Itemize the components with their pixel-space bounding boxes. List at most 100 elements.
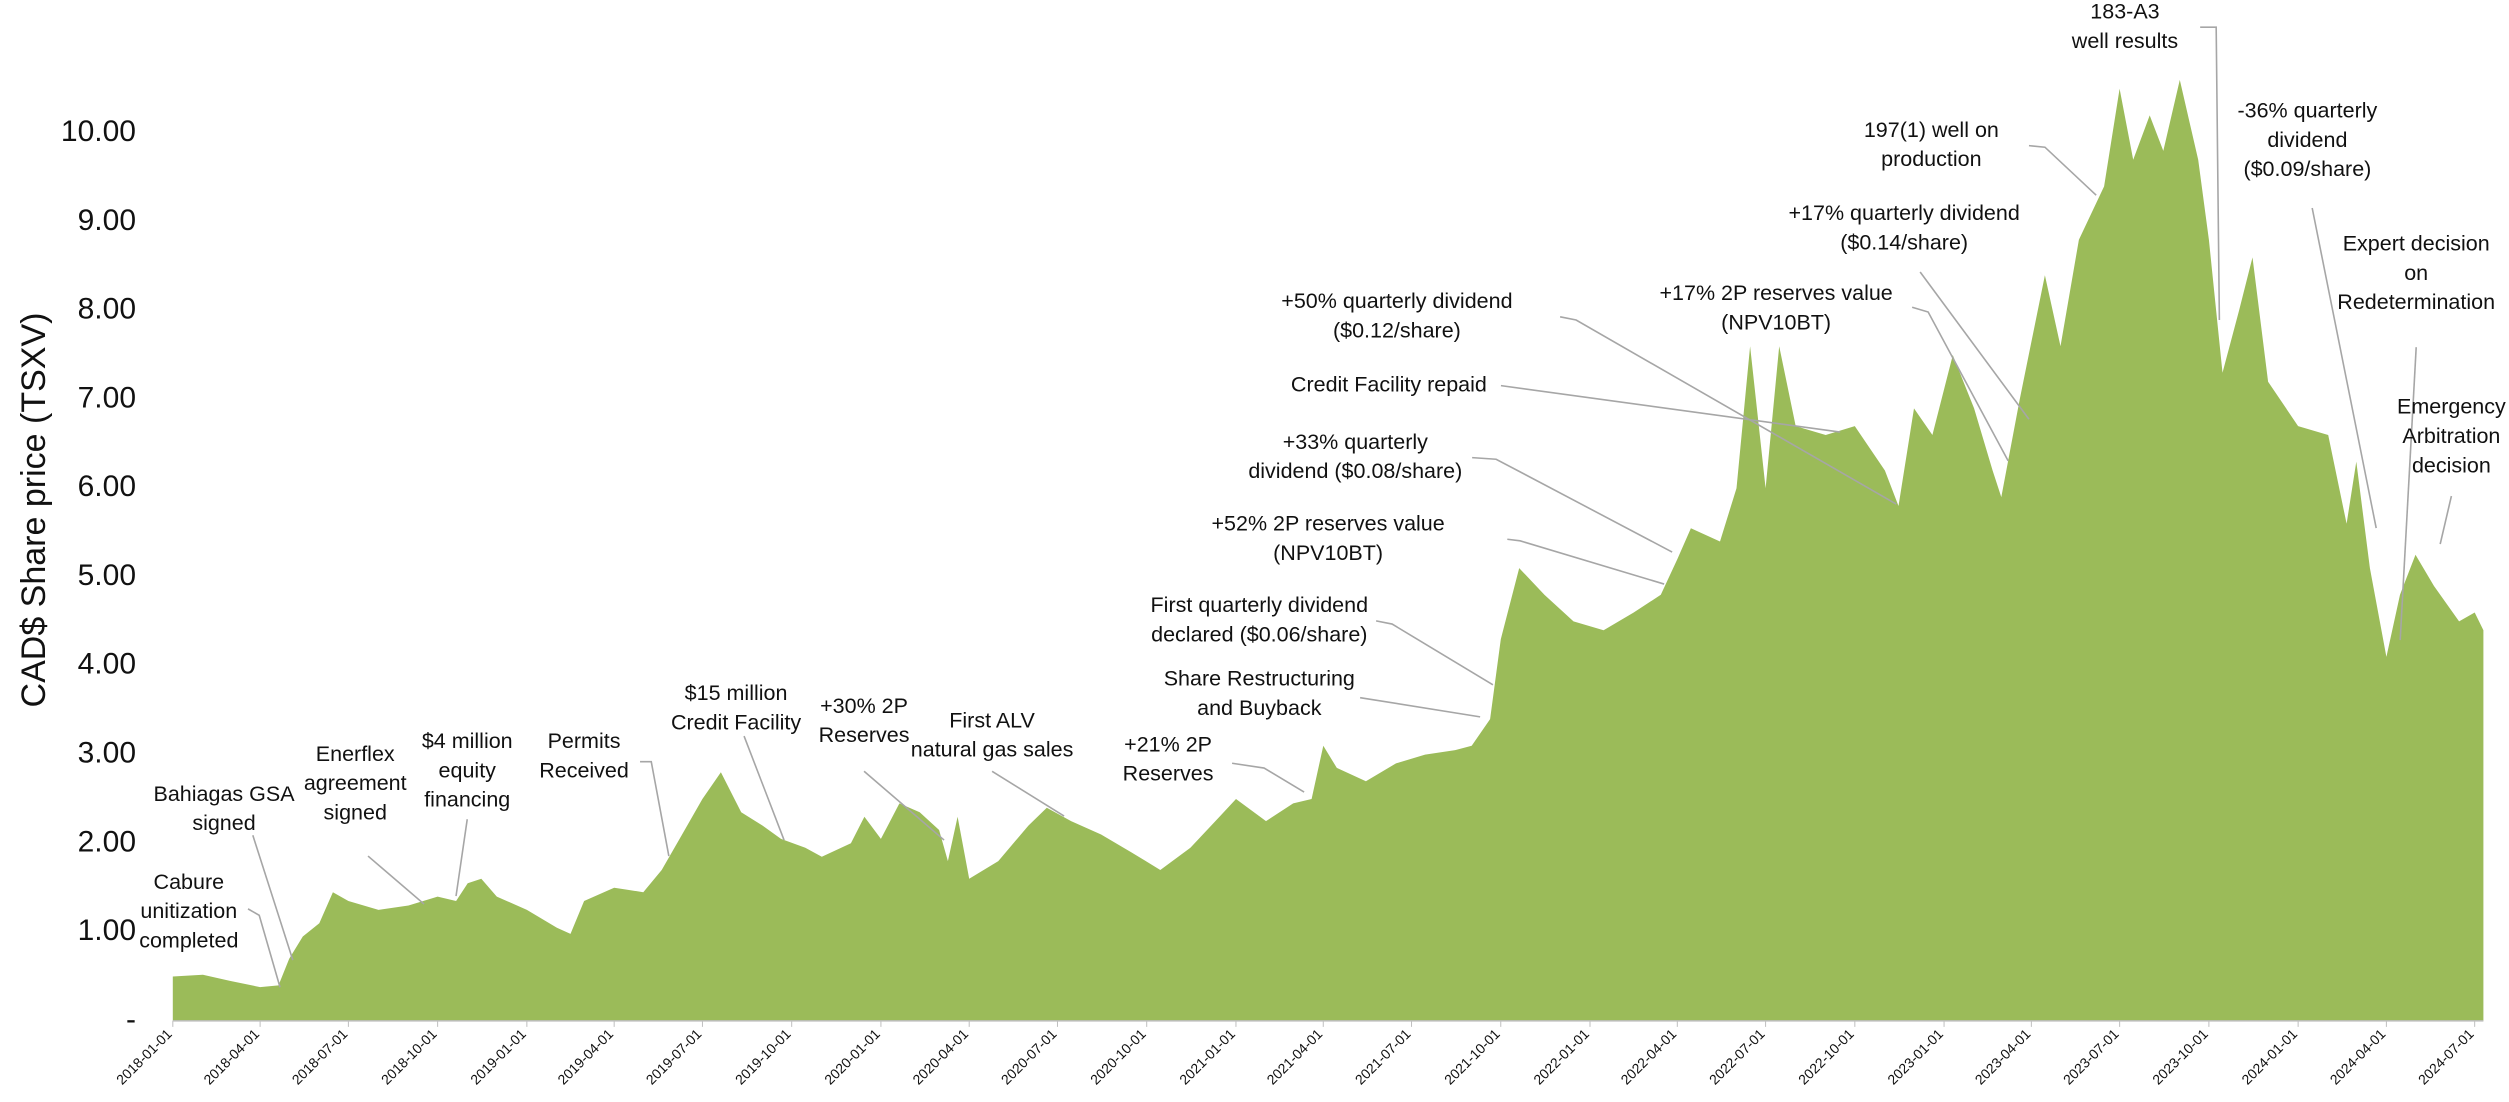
- x-tick-label: 2023-04-01: [1972, 1026, 2034, 1088]
- y-tick-label: 1.00: [78, 914, 136, 947]
- leader-line: [247, 908, 281, 988]
- x-tick-label: 2019-01-01: [467, 1026, 529, 1088]
- annotation-text: $4 million: [422, 729, 513, 753]
- y-tick-label: 5.00: [78, 559, 136, 592]
- x-tick-label: 2021-04-01: [1263, 1026, 1325, 1088]
- annotation-text: financing: [424, 788, 510, 812]
- x-tick-label: 2018-04-01: [200, 1026, 262, 1088]
- annotation-text: +21% 2P: [1124, 732, 1212, 756]
- annotation-text: and Buyback: [1197, 696, 1322, 720]
- annotation-text: Cabure: [154, 870, 225, 894]
- leader-line: [1359, 696, 1481, 718]
- annotation-text: +30% 2P: [820, 694, 908, 718]
- x-tick-label: 2023-10-01: [2149, 1026, 2211, 1088]
- annotation-text: signed: [324, 800, 387, 824]
- x-tick-label: 2021-01-01: [1176, 1026, 1238, 1088]
- annotation-text: Redetermination: [2337, 290, 2495, 314]
- x-tick-label: 2018-07-01: [289, 1026, 351, 1088]
- annotation-text: +17% quarterly dividend: [1789, 201, 2020, 225]
- annotation-text: declared ($0.06/share): [1151, 622, 1367, 646]
- annotation-text: (NPV10BT): [1721, 310, 1831, 334]
- leader-line: [1559, 316, 1897, 505]
- annotation-text: +33% quarterly: [1283, 430, 1428, 454]
- x-tick-label: 2020-07-01: [998, 1026, 1060, 1088]
- annotation-text: natural gas sales: [911, 738, 1074, 762]
- annotation-text: 183-A3: [2090, 0, 2159, 23]
- x-tick-label: 2021-10-01: [1441, 1026, 1503, 1088]
- leader-line: [1919, 271, 2030, 420]
- price-area: [172, 79, 2484, 1021]
- leader-line: [1231, 762, 1305, 793]
- annotation-text: +50% quarterly dividend: [1281, 289, 1512, 313]
- annotation-text: Reserves: [1123, 762, 1214, 786]
- leader-line: [252, 835, 294, 961]
- annotation-text: (NPV10BT): [1273, 541, 1383, 565]
- leader-line: [455, 819, 469, 897]
- y-tick-label: 6.00: [78, 470, 136, 503]
- annotation-text: +17% 2P reserves value: [1660, 281, 1893, 305]
- x-tick-label: 2020-04-01: [909, 1026, 971, 1088]
- leader-line: [1507, 538, 1665, 585]
- annotation-text: decision: [2412, 453, 2491, 477]
- annotation-text: signed: [192, 811, 255, 835]
- y-tick-label: -: [126, 1003, 136, 1036]
- x-tick-label: 2023-07-01: [2060, 1026, 2122, 1088]
- annotation-text: dividend: [2267, 128, 2347, 152]
- annotation-text: Share Restructuring: [1164, 667, 1355, 691]
- annotation-text: $15 million: [685, 681, 788, 705]
- annotation-text: Expert decision: [2343, 231, 2490, 255]
- x-tick-label: 2023-01-01: [1884, 1026, 1946, 1088]
- leader-line: [640, 760, 670, 857]
- annotation-text: production: [1881, 147, 1981, 171]
- x-tick-label: 2022-07-01: [1706, 1026, 1768, 1088]
- annotation-text: Credit Facility repaid: [1291, 372, 1487, 396]
- leader-line: [1911, 306, 2009, 462]
- annotation-text: Enerflex: [316, 742, 395, 766]
- leader-line: [991, 770, 1065, 817]
- x-tick-label: 2018-10-01: [378, 1026, 440, 1088]
- y-tick-label: 7.00: [78, 381, 136, 414]
- annotation-text: -36% quarterly: [2237, 99, 2377, 123]
- x-tick-label: 2022-01-01: [1530, 1026, 1592, 1088]
- leader-line: [2311, 207, 2377, 529]
- x-tick-label: 2024-07-01: [2415, 1026, 2477, 1088]
- annotation-text: 197(1) well on: [1864, 118, 1999, 142]
- leader-line: [2399, 347, 2417, 641]
- x-tick-label: 2018-01-01: [113, 1026, 175, 1088]
- annotation-text: equity: [439, 758, 497, 782]
- y-tick-label: 3.00: [78, 736, 136, 769]
- annotation-text: Reserves: [819, 723, 910, 747]
- leader-line: [1472, 456, 1673, 553]
- x-tick-label: 2022-04-01: [1617, 1026, 1679, 1088]
- annotation-text: on: [2404, 261, 2428, 285]
- x-tick-label: 2019-07-01: [643, 1026, 705, 1088]
- annotation-text: dividend ($0.08/share): [1248, 459, 1462, 483]
- x-tick-label: 2019-10-01: [732, 1026, 794, 1088]
- annotation-text: Received: [539, 758, 629, 782]
- leader-line: [863, 770, 945, 841]
- leader-line: [2028, 144, 2097, 196]
- annotation-text: ($0.09/share): [2243, 157, 2371, 181]
- annotation-text: Arbitration: [2402, 424, 2500, 448]
- annotation-text: First quarterly dividend: [1151, 593, 1368, 617]
- leader-line: [2439, 495, 2453, 545]
- y-tick-label: 10.00: [61, 115, 136, 148]
- annotation-text: ($0.14/share): [1840, 230, 1968, 254]
- x-tick-label: 2019-04-01: [554, 1026, 616, 1088]
- annotation-text: Bahiagas GSA: [154, 782, 296, 806]
- y-axis-title: CAD$ Share price (TSXV): [15, 313, 53, 708]
- leader-line: [367, 855, 425, 905]
- x-tick-label: 2020-10-01: [1087, 1026, 1149, 1088]
- y-tick-label: 4.00: [78, 648, 136, 681]
- annotation-text: +52% 2P reserves value: [1211, 512, 1444, 536]
- annotation-text: unitization: [140, 899, 237, 923]
- y-tick-label: 9.00: [78, 204, 136, 237]
- leader-line: [1375, 620, 1494, 686]
- y-tick-label: 8.00: [78, 293, 136, 326]
- y-tick-label: 2.00: [78, 825, 136, 858]
- annotation-text: ($0.12/share): [1333, 318, 1461, 342]
- x-tick-label: 2022-10-01: [1795, 1026, 1857, 1088]
- annotation-text: First ALV: [949, 708, 1035, 732]
- x-tick-label: 2024-04-01: [2327, 1026, 2389, 1088]
